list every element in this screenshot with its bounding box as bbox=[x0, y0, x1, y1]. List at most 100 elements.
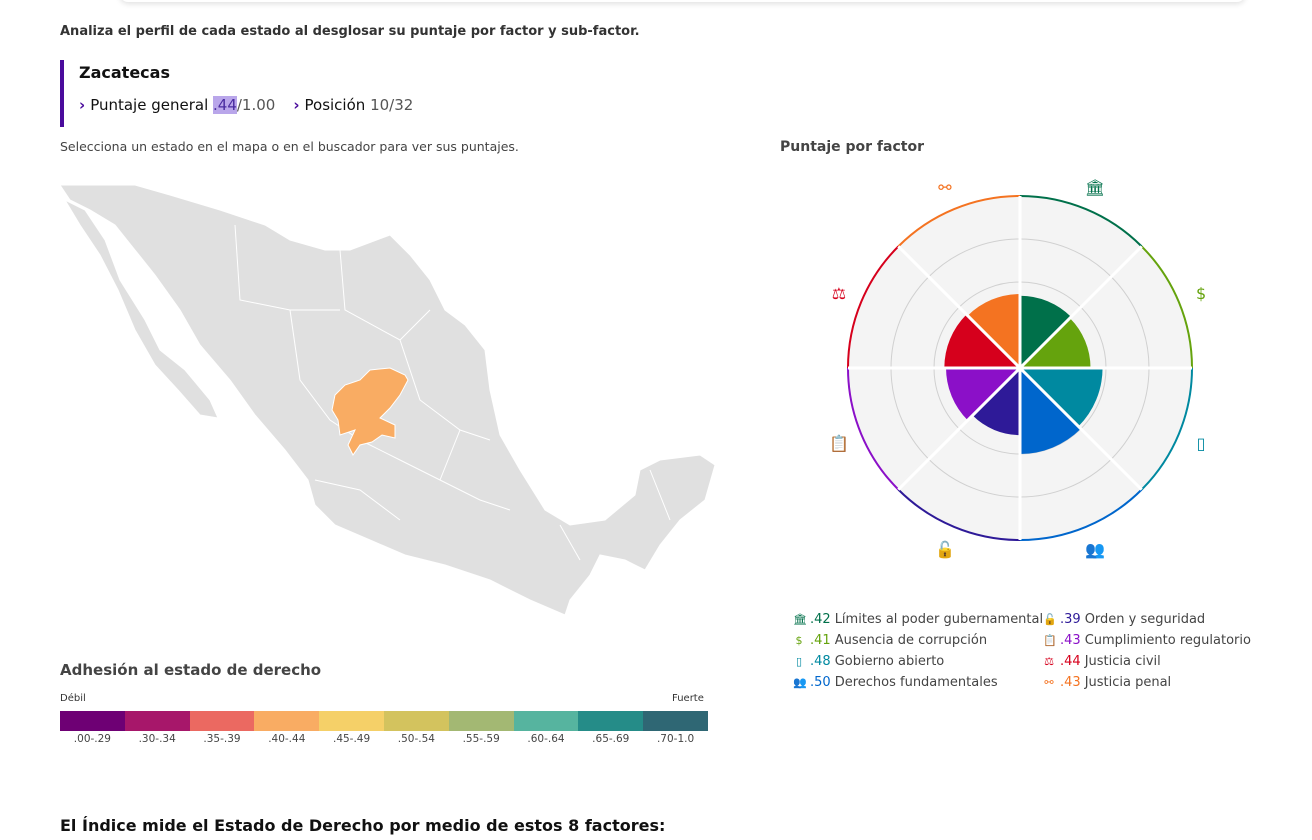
factor-wedge[interactable] bbox=[1020, 368, 1081, 454]
scale-label: .55-.59 bbox=[462, 733, 500, 745]
scale-bin: .40-.44 bbox=[254, 711, 320, 745]
factor-arc bbox=[897, 195, 1021, 248]
clipboard-icon: 📋 bbox=[829, 434, 849, 453]
scale-label: .40-.44 bbox=[268, 733, 306, 745]
factor-wedge[interactable] bbox=[1020, 295, 1072, 368]
factor-legend-item[interactable]: 📋 .43 Cumplimiento regulatorio bbox=[1043, 633, 1263, 648]
factor-wedge[interactable] bbox=[1020, 318, 1091, 368]
factor-legend-item[interactable]: $ .41 Ausencia de corrupción bbox=[793, 633, 1043, 648]
factor-arc bbox=[1019, 488, 1143, 541]
scales-icon: ⚖ bbox=[832, 284, 846, 303]
mexico-map[interactable] bbox=[60, 180, 720, 620]
people-icon: 👥 bbox=[793, 676, 807, 689]
intro-text: Analiza el perfil de cada estado al desg… bbox=[60, 24, 640, 39]
factor-score: .42 bbox=[810, 612, 831, 627]
open-door-icon: ▯ bbox=[1197, 434, 1206, 453]
map-hint: Selecciona un estado en el mapa o en el … bbox=[60, 139, 519, 154]
factor-name: Derechos fundamentales bbox=[834, 675, 998, 690]
factors-section-title: El Índice mide el Estado de Derecho por … bbox=[60, 816, 666, 835]
scale-bin: .55-.59 bbox=[448, 711, 514, 745]
scale-bin: .60-.64 bbox=[513, 711, 579, 745]
factor-arc bbox=[1140, 245, 1193, 369]
factor-legend-item[interactable]: ⚖ .44 Justicia civil bbox=[1043, 654, 1263, 669]
scale-label: .50-.54 bbox=[397, 733, 435, 745]
factor-wedge[interactable] bbox=[1020, 368, 1103, 427]
divider-line bbox=[1018, 366, 1143, 491]
state-summary: Zacatecas › Puntaje general .44/1.00 › Pos… bbox=[60, 60, 413, 127]
legend-low-label: Débil bbox=[60, 693, 86, 704]
state-zacatecas[interactable] bbox=[331, 367, 409, 456]
government-building-icon: 🏛 bbox=[793, 613, 807, 626]
handcuffs-icon: ⚯ bbox=[1044, 676, 1054, 689]
factor-score: .43 bbox=[1060, 633, 1081, 648]
scale-swatch bbox=[578, 711, 644, 731]
factor-name: Ausencia de corrupción bbox=[834, 633, 988, 648]
factor-score: .44 bbox=[1060, 654, 1081, 669]
factor-wedge[interactable] bbox=[967, 294, 1020, 368]
scale-swatch bbox=[319, 711, 384, 731]
factor-radial-chart: 🏛 $ ▯ 👥 🔓 📋 ⚖ ⚯ bbox=[829, 178, 1206, 559]
factor-legend-item[interactable]: 🔓 .39 Orden y seguridad bbox=[1043, 612, 1263, 627]
scale-label: .30-.34 bbox=[138, 733, 176, 745]
scale-swatch bbox=[124, 711, 190, 731]
factor-legend-item[interactable]: ⚯ .43 Justicia penal bbox=[1043, 675, 1263, 690]
factor-name: Justicia civil bbox=[1084, 654, 1161, 669]
scale-swatch bbox=[643, 711, 708, 731]
top-card-edge bbox=[120, 0, 1245, 2]
divider-line bbox=[897, 366, 1022, 491]
state-name: Zacatecas bbox=[79, 63, 170, 82]
factor-arc bbox=[1019, 195, 1143, 248]
factor-name: Cumplimiento regulatorio bbox=[1084, 633, 1251, 648]
factor-legend-item[interactable]: 👥 .50 Derechos fundamentales bbox=[793, 675, 1043, 690]
factor-legend: 🏛 .42 Límites al poder gubernamental 🔓 .39 Or… bbox=[793, 612, 1263, 690]
padlock-icon: 🔓 bbox=[1043, 613, 1057, 626]
factor-score: .41 bbox=[810, 633, 831, 648]
scale-bin: .00-.29 bbox=[60, 711, 125, 745]
scale-label: .60-.64 bbox=[527, 733, 565, 745]
factor-score: .39 bbox=[1060, 612, 1081, 627]
factor-arc bbox=[847, 367, 900, 491]
chart-title: Puntaje por factor bbox=[780, 139, 924, 155]
factor-score: .50 bbox=[810, 675, 831, 690]
scale-label: .65-.69 bbox=[592, 733, 630, 745]
scales-icon: ⚖ bbox=[1044, 655, 1054, 668]
people-icon: 👥 bbox=[1085, 540, 1105, 559]
scale-bin: .30-.34 bbox=[124, 711, 190, 745]
factor-arc bbox=[897, 488, 1021, 541]
factor-wedge[interactable] bbox=[972, 368, 1020, 436]
factor-legend-item[interactable]: 🏛 .42 Límites al poder gubernamental bbox=[793, 612, 1043, 627]
scale-swatch bbox=[513, 711, 579, 731]
clipboard-icon: 📋 bbox=[1043, 634, 1057, 647]
scale-swatch bbox=[254, 711, 320, 731]
government-building-icon: 🏛 bbox=[1085, 178, 1105, 197]
money-bag-icon: $ bbox=[1196, 284, 1206, 303]
money-bag-icon: $ bbox=[795, 634, 803, 647]
factor-score: .48 bbox=[810, 654, 831, 669]
scale-bin: .70-1.0 bbox=[643, 711, 708, 745]
factor-legend-item[interactable]: ▯ .48 Gobierno abierto bbox=[793, 654, 1043, 669]
chevron-right-icon: › bbox=[293, 96, 300, 114]
factor-name: Límites al poder gubernamental bbox=[834, 612, 1044, 627]
factor-name: Orden y seguridad bbox=[1084, 612, 1206, 627]
scale-bin: .35-.39 bbox=[189, 711, 255, 745]
legend-title: Adhesión al estado de derecho bbox=[60, 661, 322, 679]
divider-line bbox=[897, 245, 1022, 370]
factor-name: Gobierno abierto bbox=[834, 654, 945, 669]
padlock-icon: 🔓 bbox=[935, 540, 955, 559]
factor-wedge[interactable] bbox=[944, 314, 1020, 368]
factor-name: Justicia penal bbox=[1084, 675, 1172, 690]
handcuffs-icon: ⚯ bbox=[938, 178, 952, 197]
baja-california-peninsula[interactable] bbox=[63, 198, 219, 419]
scale-swatch bbox=[383, 711, 449, 731]
scale-swatch bbox=[60, 711, 125, 731]
scale-swatch bbox=[448, 711, 514, 731]
ranking-position: › Posición 10/32 bbox=[293, 96, 414, 114]
factor-wedge[interactable] bbox=[946, 368, 1020, 421]
scale-label: .70-1.0 bbox=[656, 733, 695, 745]
divider-line bbox=[1018, 245, 1143, 370]
scale-swatch bbox=[189, 711, 255, 731]
state-borders bbox=[234, 224, 671, 561]
factor-arc bbox=[1140, 367, 1193, 491]
scale-bin: .65-.69 bbox=[578, 711, 644, 745]
open-door-icon: ▯ bbox=[795, 655, 803, 668]
